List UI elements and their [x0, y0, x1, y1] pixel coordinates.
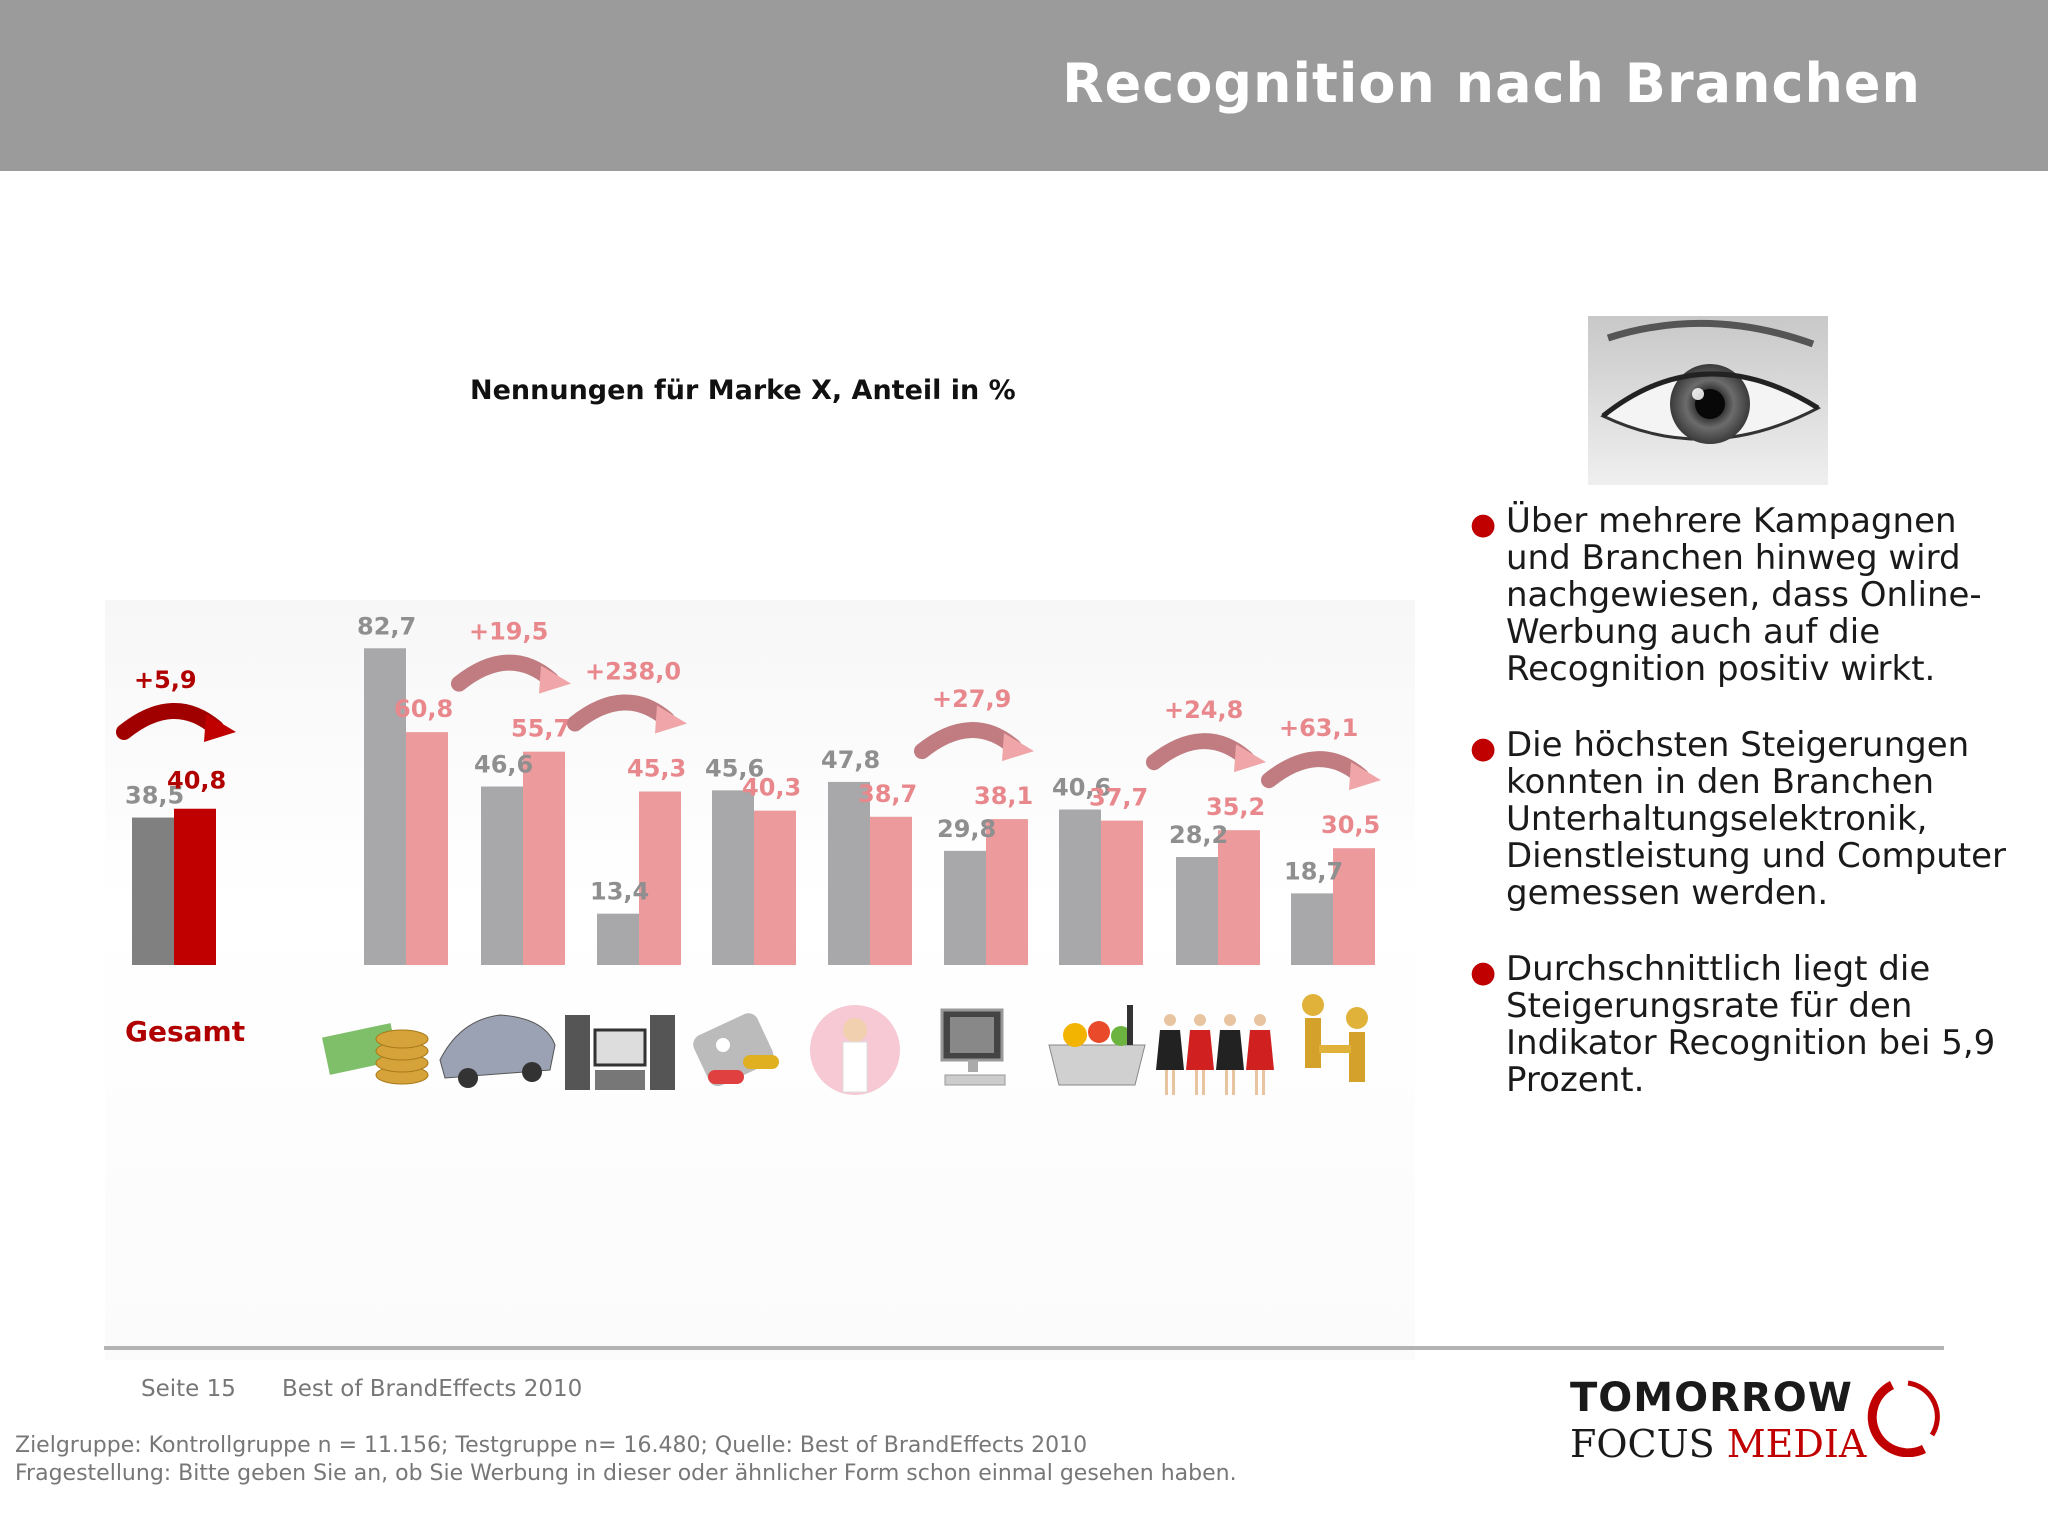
value-label-control-1: 82,7	[357, 612, 416, 640]
bar-test-2	[523, 751, 565, 965]
uplift-arrowhead-6	[1002, 733, 1034, 762]
value-label-test-0: 40,8	[167, 767, 226, 795]
value-label-control-7: 40,6	[1052, 774, 1111, 802]
bar-test-7	[1101, 820, 1143, 965]
bar-control-1	[364, 648, 406, 965]
bar-control-3	[597, 913, 639, 965]
uplift-arrow-6	[914, 722, 1022, 760]
bar-test-8	[1218, 830, 1260, 965]
page-number: Seite 15	[141, 1376, 236, 1402]
computer-icon	[940, 1008, 1006, 1086]
bar-test-3	[639, 791, 681, 965]
bar-control-9	[1291, 893, 1333, 965]
value-label-test-8: 35,2	[1206, 793, 1265, 821]
bar-control-6	[944, 850, 986, 965]
food-icon	[1048, 1005, 1146, 1086]
value-label-test-9: 30,5	[1321, 811, 1380, 839]
finance-icon	[322, 1023, 429, 1085]
bullet-text: Durchschnittlich liegt die Steigerungsra…	[1506, 949, 1996, 1100]
uplift-arrowhead-2	[539, 665, 571, 694]
source-line-target: Zielgruppe: Kontrollgruppe n = 11.156; T…	[15, 1433, 1088, 1458]
bar-control-0	[132, 817, 174, 965]
bar-control-8	[1176, 856, 1218, 965]
bar-test-9	[1333, 848, 1375, 965]
bullet-list: ● Über mehrere Kampagnen und Branchen hi…	[1470, 503, 2010, 1138]
value-label-test-4: 40,3	[742, 774, 801, 802]
value-label-control-2: 46,6	[474, 751, 533, 779]
bullet-text: Die höchsten Steigerungen konnten in den…	[1506, 725, 2006, 913]
value-label-test-3: 45,3	[627, 755, 686, 783]
bullet-item: ● Durchschnittlich liegt die Steigerungs…	[1470, 951, 2010, 1099]
uplift-arrow-0	[116, 702, 224, 740]
uplift-arrow-3	[567, 694, 675, 732]
source-note: Zielgruppe: Kontrollgruppe n = 11.156; T…	[15, 1432, 1237, 1488]
source-line-question: Fragestellung: Bitte geben Sie an, ob Si…	[15, 1461, 1237, 1486]
logo-ring-icon	[1867, 1380, 1940, 1457]
car-icon	[439, 1014, 556, 1088]
value-label-control-4: 45,6	[705, 754, 764, 782]
value-label-control-0: 38,5	[125, 782, 184, 810]
logo-text-tomorrow: TOMORROW	[1570, 1375, 1853, 1421]
pharma-icon	[693, 1013, 779, 1087]
bar-control-5	[828, 781, 870, 965]
cosmetics-icon	[810, 1005, 900, 1095]
uplift-arrow-9	[1261, 751, 1369, 789]
bullet-item: ● Über mehrere Kampagnen und Branchen hi…	[1470, 503, 2010, 688]
bar-control-2	[481, 786, 523, 965]
value-label-control-3: 13,4	[590, 878, 649, 906]
uplift-label-0: +5,9	[134, 666, 197, 694]
value-label-test-7: 37,7	[1089, 784, 1148, 812]
value-label-control-6: 29,8	[937, 815, 996, 843]
bar-test-1	[406, 732, 448, 965]
uplift-label-9: +63,1	[1279, 714, 1358, 742]
footer-divider	[104, 1346, 1944, 1350]
bullet-dot-icon: ●	[1470, 731, 1497, 766]
logo-text-media: MEDIA	[1726, 1422, 1867, 1466]
logo-text-focus-media: FOCUS MEDIA	[1570, 1422, 1866, 1466]
bar-test-0	[174, 808, 216, 965]
header-bar: Recognition nach Branchen	[0, 0, 2048, 171]
bar-test-6	[986, 819, 1028, 965]
page-title: Recognition nach Branchen	[1062, 52, 1921, 115]
chart-title: Nennungen für Marke X, Anteil in %	[470, 375, 1016, 406]
category-label-gesamt: Gesamt	[125, 1015, 245, 1048]
value-label-control-8: 28,2	[1169, 821, 1228, 849]
services-icon	[1302, 994, 1368, 1082]
uplift-label-3: +238,0	[585, 658, 681, 686]
bullet-dot-icon: ●	[1470, 507, 1497, 542]
uplift-label-8: +24,8	[1164, 696, 1243, 724]
uplift-arrow-2	[451, 654, 559, 692]
bullet-text: Über mehrere Kampagnen und Branchen hinw…	[1506, 501, 1982, 689]
uplift-label-2: +19,5	[469, 618, 548, 646]
eye-image	[1588, 316, 1828, 485]
logo-text-focus: FOCUS	[1570, 1422, 1715, 1466]
value-label-control-5: 47,8	[821, 746, 880, 774]
bullet-dot-icon: ●	[1470, 955, 1497, 990]
footer-title: Best of BrandEffects 2010	[282, 1376, 583, 1402]
value-label-test-5: 38,7	[858, 780, 917, 808]
uplift-arrowhead-3	[655, 705, 687, 734]
value-label-test-1: 60,8	[394, 695, 453, 723]
uplift-label-6: +27,9	[932, 685, 1011, 713]
bullet-item: ● Die höchsten Steigerungen konnten in d…	[1470, 727, 2010, 912]
uplift-arrowhead-9	[1349, 762, 1381, 791]
uplift-arrow-8	[1146, 733, 1254, 771]
value-label-test-2: 55,7	[511, 715, 570, 743]
bar-control-4	[712, 790, 754, 965]
chart-background	[105, 600, 1415, 1360]
uplift-arrowhead-8	[1234, 744, 1266, 773]
uplift-arrowhead-0	[204, 714, 236, 742]
fashion-icon	[1156, 1014, 1274, 1095]
bar-test-4	[754, 810, 796, 965]
value-label-test-6: 38,1	[974, 782, 1033, 810]
bar-test-5	[870, 816, 912, 965]
bar-control-7	[1059, 809, 1101, 965]
company-logo: TOMORROW FOCUS MEDIA	[1570, 1375, 1950, 1485]
value-label-control-9: 18,7	[1284, 857, 1343, 885]
entertainment-electronics-icon	[565, 1015, 675, 1090]
